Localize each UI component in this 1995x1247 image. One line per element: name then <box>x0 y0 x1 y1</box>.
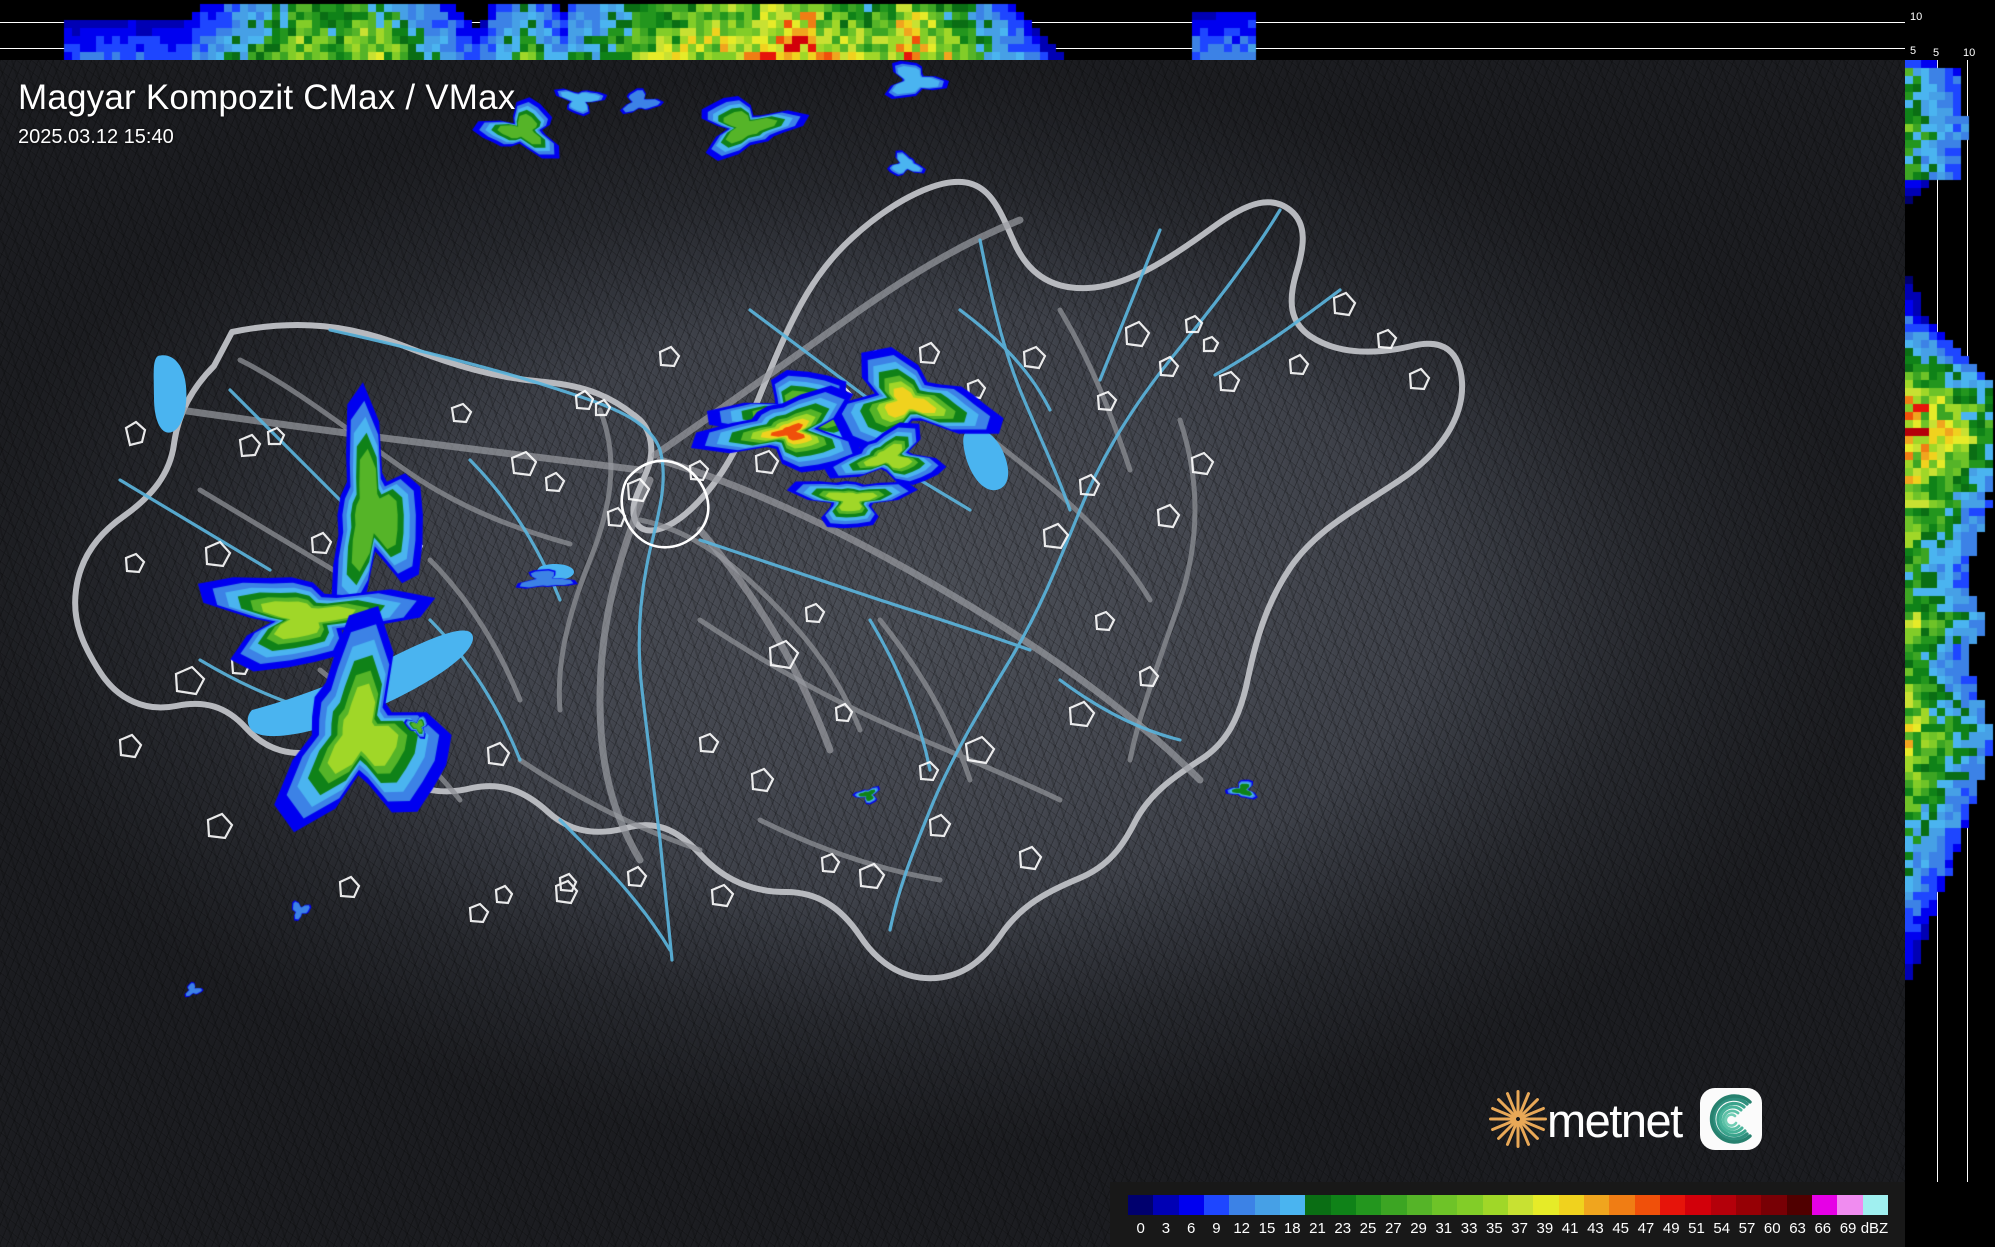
legend-tick-23: 23 <box>1334 1220 1352 1237</box>
legend-swatch-35 <box>1482 1195 1508 1215</box>
axis-tick-horizontal-10: 10 <box>1963 47 1976 59</box>
legend-swatch-54 <box>1710 1195 1736 1215</box>
legend-swatch-9 <box>1203 1195 1230 1215</box>
legend-tick-33: 33 <box>1460 1220 1478 1237</box>
legend-swatch-43 <box>1583 1195 1610 1215</box>
legend-tick-49: 49 <box>1662 1220 1680 1237</box>
legend-swatch-49 <box>1659 1195 1686 1215</box>
legend-tick-21: 21 <box>1309 1220 1326 1237</box>
legend-swatch-0 <box>1128 1195 1154 1215</box>
legend-swatch-51 <box>1685 1195 1711 1215</box>
legend-tick-45: 45 <box>1612 1220 1630 1237</box>
legend-tick-9: 9 <box>1212 1220 1221 1237</box>
legend-swatch-3 <box>1153 1195 1179 1215</box>
legend-tick-12: 12 <box>1233 1220 1251 1237</box>
metnet-logo[interactable]: metnet <box>1487 1088 1762 1150</box>
legend-swatch-45 <box>1609 1195 1635 1215</box>
legend-swatch-33 <box>1457 1195 1483 1215</box>
reflectivity-legend: 0 3 6 9 12 15 18 21 23 25 27 29 31 33 35 37 39 41 43 45 47 49… <box>1110 1182 1905 1247</box>
vmax-east-west-cross-section <box>0 0 1905 60</box>
legend-swatch-47 <box>1634 1195 1660 1215</box>
legend-colour-bar <box>1128 1195 1888 1215</box>
legend-tick-39: 39 <box>1536 1220 1554 1237</box>
legend-swatch-69 <box>1837 1195 1863 1215</box>
cross-section-axis-labels: 10 5 5 10 <box>1905 0 1995 60</box>
legend-tick-25: 25 <box>1359 1220 1377 1237</box>
legend-tick-15: 15 <box>1258 1220 1276 1237</box>
timestamp-label: 2025.03.12 15:40 <box>18 126 174 148</box>
legend-swatch-60 <box>1761 1195 1787 1215</box>
legend-swatch-63 <box>1786 1195 1812 1215</box>
legend-swatch-57 <box>1735 1195 1762 1215</box>
legend-swatch-12 <box>1229 1195 1255 1215</box>
legend-swatch-41 <box>1558 1195 1584 1215</box>
vmax-top-echo-canvas <box>0 0 1905 60</box>
legend-tick-51: 51 <box>1688 1220 1705 1237</box>
legend-swatch-39 <box>1533 1195 1559 1215</box>
legend-tick-47: 47 <box>1637 1220 1655 1237</box>
legend-tick-54: 54 <box>1713 1220 1731 1237</box>
legend-tick-37: 37 <box>1511 1220 1528 1237</box>
legend-tick-labels: 0 3 6 9 12 15 18 21 23 25 27 29 31 33 35 37 39 41 43 45 47 49… <box>1128 1218 1888 1240</box>
axis-tick-vertical-5: 5 <box>1910 45 1917 57</box>
legend-swatch-27 <box>1381 1195 1407 1215</box>
metnet-wordmark: metnet <box>1547 1093 1683 1147</box>
legend-tick-66: 66 <box>1814 1220 1832 1237</box>
legend-swatch-37 <box>1507 1195 1534 1215</box>
legend-tick-27: 27 <box>1384 1220 1402 1237</box>
legend-swatch-21 <box>1305 1195 1331 1215</box>
vmax-right-echo-canvas <box>1905 60 1995 1182</box>
radar-echo-layer <box>0 60 1905 1247</box>
sun-icon <box>1487 1088 1549 1150</box>
legend-tick-41: 41 <box>1561 1220 1579 1237</box>
legend-swatch-15 <box>1254 1195 1280 1215</box>
legend-tick-69: 69 <box>1839 1220 1857 1237</box>
legend-tick-31: 31 <box>1435 1220 1453 1237</box>
legend-swatch-18 <box>1279 1195 1306 1215</box>
legend-tick-18: 18 <box>1283 1220 1301 1237</box>
axis-tick-vertical-10: 10 <box>1910 11 1923 23</box>
legend-swatch-6 <box>1178 1195 1204 1215</box>
legend-tick-35: 35 <box>1486 1220 1503 1237</box>
legend-tick-57: 57 <box>1738 1220 1756 1237</box>
legend-swatch-31 <box>1431 1195 1458 1215</box>
legend-tick-60: 60 <box>1763 1220 1781 1237</box>
sun-ray <box>1516 1090 1520 1117</box>
legend-tick-63: 63 <box>1789 1220 1806 1237</box>
legend-tick-6: 6 <box>1186 1220 1196 1237</box>
legend-swatch-29 <box>1406 1195 1432 1215</box>
legend-tick-43: 43 <box>1587 1220 1604 1237</box>
legend-swatch-23 <box>1330 1195 1356 1215</box>
spiral-glyph <box>1709 1094 1752 1144</box>
legend-tick-dBZ: dBZ <box>1860 1220 1889 1237</box>
vmax-north-south-cross-section <box>1905 60 1995 1182</box>
legend-swatch-dBZ <box>1862 1195 1888 1215</box>
legend-swatch-25 <box>1355 1195 1382 1215</box>
axis-tick-horizontal-5: 5 <box>1933 47 1940 59</box>
legend-tick-3: 3 <box>1161 1220 1171 1237</box>
legend-tick-29: 29 <box>1410 1220 1427 1237</box>
spiral-badge-icon[interactable] <box>1699 1088 1762 1150</box>
legend-swatch-66 <box>1811 1195 1838 1215</box>
title-block: Magyar Kompozit CMax / VMax 2025.03.12 1… <box>18 78 516 149</box>
page-title: Magyar Kompozit CMax / VMax <box>18 78 516 117</box>
hungary-radar-composite-map[interactable]: Magyar Kompozit CMax / VMax 2025.03.12 1… <box>0 60 1905 1247</box>
legend-tick-0: 0 <box>1136 1220 1145 1237</box>
